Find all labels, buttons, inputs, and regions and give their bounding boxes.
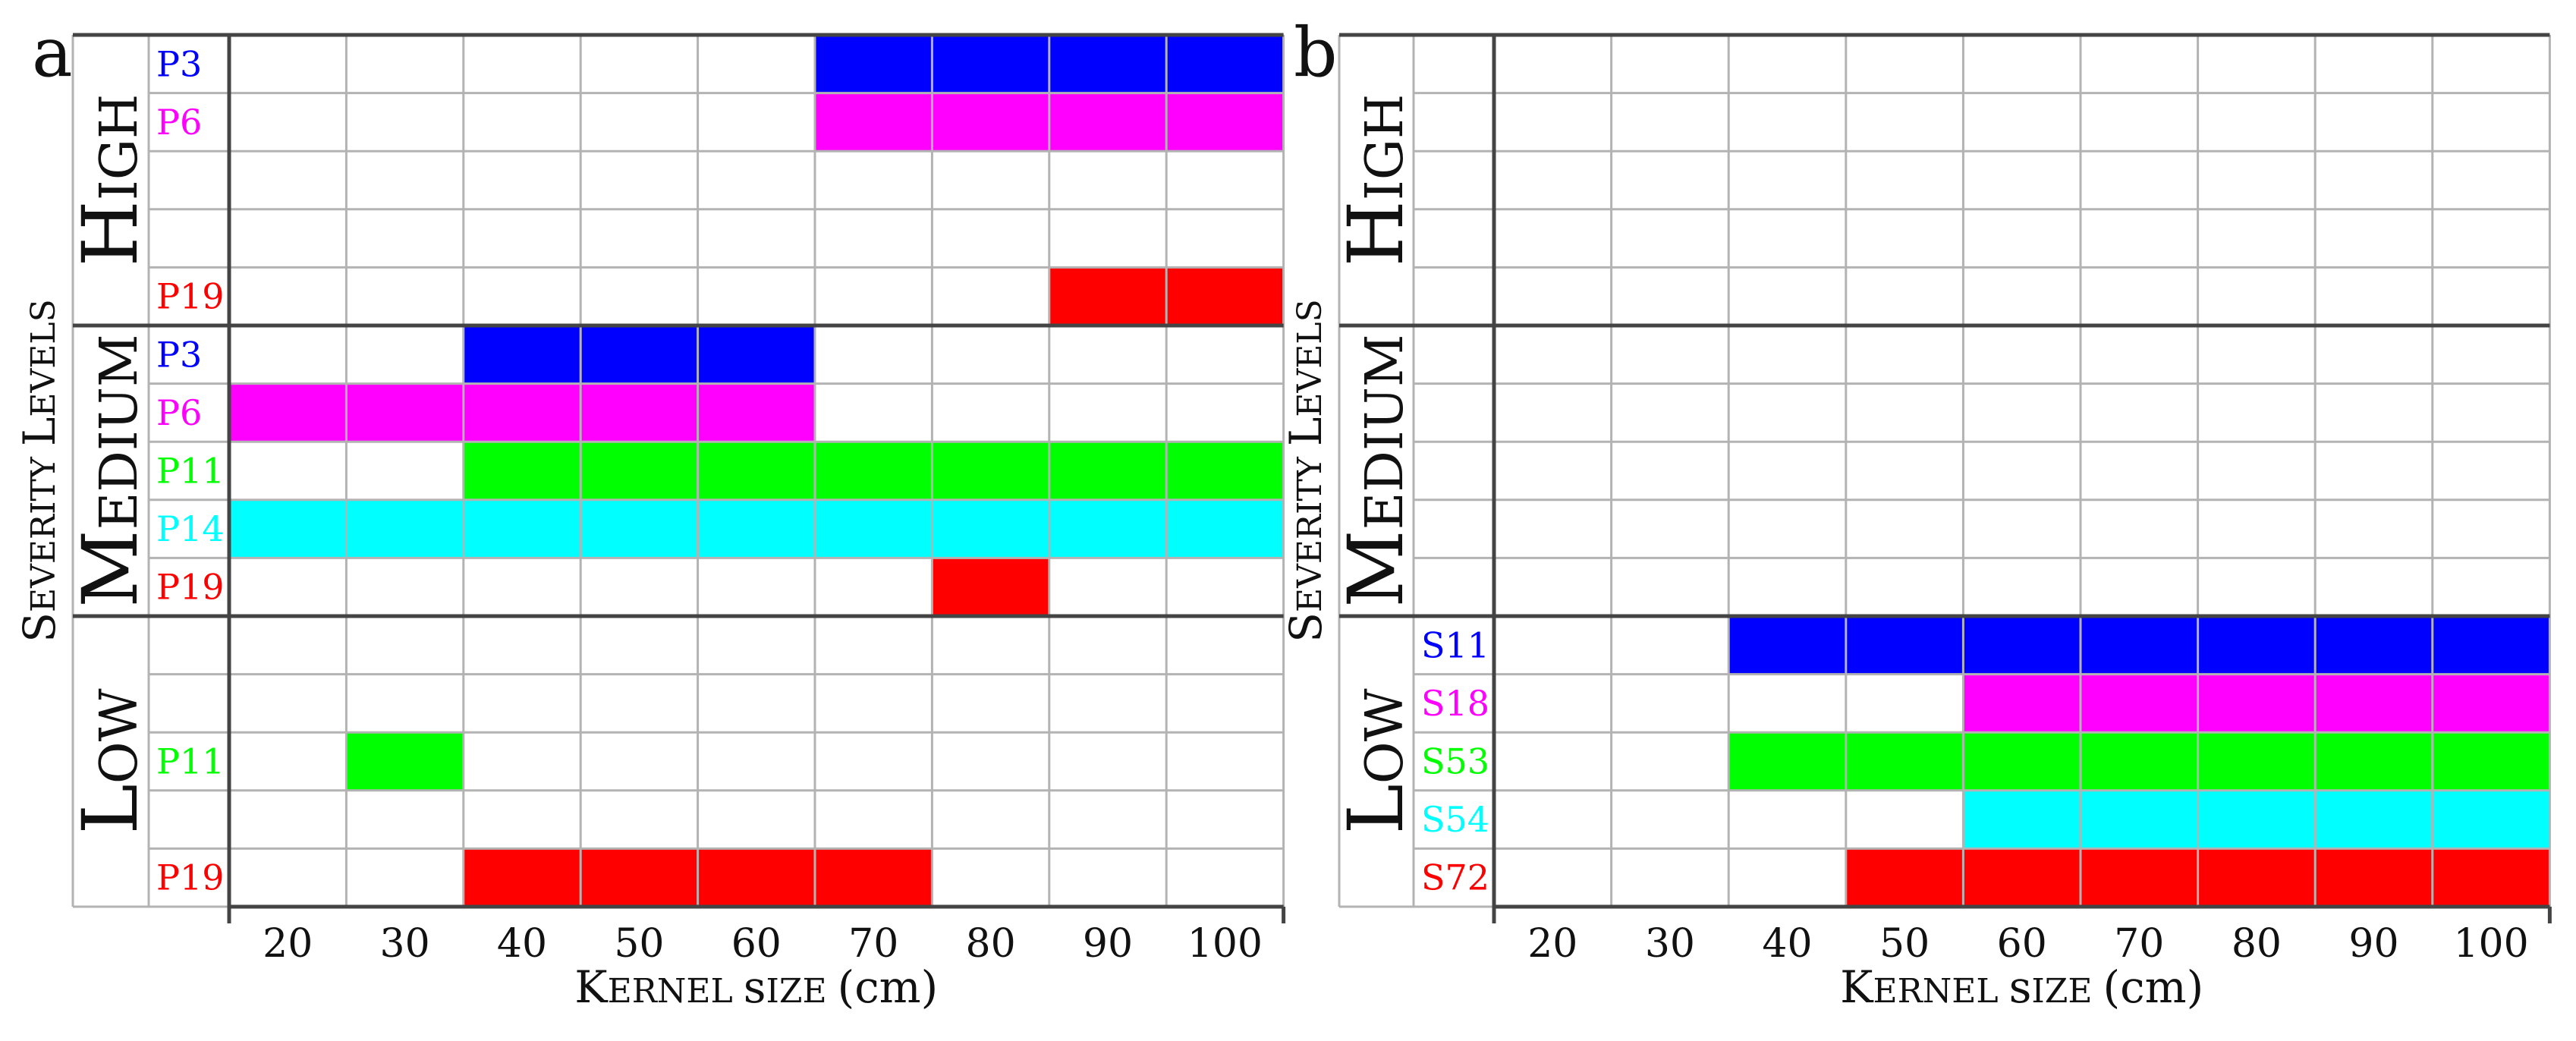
severity-group-label: MEDIUM bbox=[66, 334, 155, 607]
severity-group-label: HIGH bbox=[66, 94, 155, 267]
row-label: P3 bbox=[156, 43, 202, 84]
bar-a-medium-p11 bbox=[463, 442, 1284, 500]
row-label: P14 bbox=[156, 508, 224, 549]
y-axis-label: SEVERITY LEVELS bbox=[1280, 299, 1332, 643]
x-tick-label: 80 bbox=[966, 921, 1016, 967]
y-axis-label: SEVERITY LEVELS bbox=[14, 299, 65, 643]
row-label: P19 bbox=[156, 276, 224, 317]
x-tick-label: 30 bbox=[1645, 921, 1695, 967]
bar-a-medium-p3 bbox=[463, 326, 815, 384]
x-tick-label: 40 bbox=[497, 921, 547, 967]
row-label: S54 bbox=[1421, 799, 1489, 840]
bar-a-medium-p6 bbox=[229, 383, 815, 442]
row-label: P19 bbox=[156, 567, 224, 608]
severity-group-label: LOW bbox=[1332, 688, 1420, 834]
row-label: S72 bbox=[1421, 857, 1489, 898]
bar-a-medium-p14 bbox=[229, 499, 1284, 558]
x-tick-label: 50 bbox=[1879, 921, 1930, 967]
panel-label: a bbox=[32, 13, 73, 93]
bar-b-low-s18 bbox=[1963, 674, 2550, 733]
bar-b-low-s11 bbox=[1728, 616, 2550, 675]
x-tick-label: 100 bbox=[2453, 921, 2528, 967]
x-tick-label: 50 bbox=[614, 921, 664, 967]
row-label: P19 bbox=[156, 857, 224, 898]
x-tick-label: 60 bbox=[1997, 921, 2047, 967]
x-tick-label: 100 bbox=[1187, 921, 1263, 967]
row-label: P11 bbox=[156, 741, 224, 782]
panel-b: b S11 S18 S53 S54 S72 20 30 40 50 60 70 80 90 100 KERNE… bbox=[1280, 13, 2552, 1013]
x-axis-label: KERNEL sIZE (cm) bbox=[1840, 961, 2203, 1013]
x-tick-label: 20 bbox=[1527, 921, 1577, 967]
x-tick-label: 40 bbox=[1762, 921, 1812, 967]
severity-group-label: HIGH bbox=[1332, 94, 1420, 267]
panel-label: b bbox=[1294, 13, 1338, 93]
row-label: S11 bbox=[1421, 624, 1489, 665]
severity-group-label: LOW bbox=[66, 688, 155, 834]
row-label: P3 bbox=[156, 334, 202, 375]
x-axis-label: KERNEL sIZE (cm) bbox=[574, 961, 938, 1013]
x-tick-label: 20 bbox=[263, 921, 313, 967]
row-label: P11 bbox=[156, 451, 224, 492]
x-tick-label: 80 bbox=[2232, 921, 2282, 967]
bar-a-low-p11 bbox=[346, 732, 464, 791]
x-tick-label: 70 bbox=[2114, 921, 2164, 967]
bar-b-low-s53 bbox=[1728, 732, 2550, 791]
x-tick-label: 70 bbox=[848, 921, 898, 967]
x-tick-label: 90 bbox=[1083, 921, 1133, 967]
row-label: P6 bbox=[156, 392, 202, 433]
panel-a: a P3 P6 P19 P3 P6 P11 P14 P19 P11 P19 20 30 40 50 60 70 8… bbox=[14, 13, 1286, 1013]
bar-b-low-s54 bbox=[1963, 790, 2550, 849]
x-tick-label: 60 bbox=[731, 921, 782, 967]
row-label: P6 bbox=[156, 102, 202, 143]
bar-a-medium-p19 bbox=[932, 558, 1049, 616]
severity-group-label: MEDIUM bbox=[1332, 334, 1420, 607]
row-label: S18 bbox=[1421, 683, 1489, 724]
x-tick-label: 30 bbox=[380, 921, 430, 967]
x-tick-label: 90 bbox=[2348, 921, 2398, 967]
row-label: S53 bbox=[1421, 741, 1489, 782]
